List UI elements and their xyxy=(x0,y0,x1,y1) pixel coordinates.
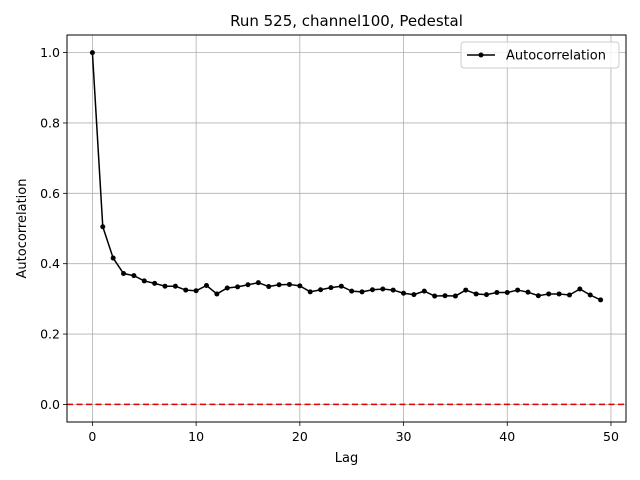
data-point xyxy=(141,278,147,284)
data-point xyxy=(100,224,106,230)
data-point xyxy=(452,293,458,299)
legend: Autocorrelation xyxy=(460,41,620,69)
data-point xyxy=(556,291,562,297)
data-point xyxy=(359,289,365,295)
data-point xyxy=(494,290,500,296)
data-point xyxy=(214,291,220,297)
data-point xyxy=(546,291,552,297)
grid-layer xyxy=(67,35,626,422)
data-point xyxy=(183,287,189,293)
data-point xyxy=(369,287,375,293)
data-point xyxy=(152,280,158,286)
data-point xyxy=(442,293,448,299)
data-point xyxy=(276,282,282,288)
data-point xyxy=(432,293,438,299)
data-point xyxy=(463,287,469,293)
data-point xyxy=(193,288,199,294)
data-point xyxy=(587,292,593,298)
x-tick-label: 40 xyxy=(499,429,515,444)
data-point xyxy=(401,290,407,296)
y-tick-label: 0.6 xyxy=(40,186,60,201)
data-point xyxy=(235,284,241,290)
data-point xyxy=(307,289,313,295)
legend-marker-swatch xyxy=(478,52,484,58)
data-point xyxy=(535,293,541,299)
data-point xyxy=(598,297,604,303)
data-point xyxy=(421,288,427,294)
data-point xyxy=(577,286,583,292)
y-tick-label: 1.0 xyxy=(40,45,60,60)
x-tick-label: 10 xyxy=(188,429,204,444)
data-point xyxy=(328,285,334,291)
chart-title: Run 525, channel100, Pedestal xyxy=(230,12,463,30)
data-point xyxy=(266,284,272,290)
data-point xyxy=(131,273,137,279)
data-point xyxy=(349,288,355,294)
data-point xyxy=(162,283,168,289)
x-tick-label: 0 xyxy=(88,429,96,444)
data-point xyxy=(286,281,292,287)
data-point xyxy=(515,287,521,293)
y-tick-label: 0.0 xyxy=(40,397,60,412)
y-tick-label: 0.2 xyxy=(40,327,60,342)
data-point xyxy=(110,255,116,261)
data-point xyxy=(566,292,572,298)
data-point xyxy=(318,287,324,293)
data-point xyxy=(121,271,127,277)
x-tick-label: 30 xyxy=(396,429,412,444)
data-point xyxy=(255,280,261,286)
data-point xyxy=(380,286,386,292)
data-point xyxy=(504,290,510,296)
tick-layer: 0 10 20 30 40 50 0.0 0.2 0.4 0.6 0.8 1.0 xyxy=(40,45,619,444)
y-tick-label: 0.8 xyxy=(40,115,60,130)
y-axis-label: Autocorrelation xyxy=(15,179,30,279)
data-point xyxy=(203,282,209,288)
y-tick-label: 0.4 xyxy=(40,256,60,271)
legend-box xyxy=(460,41,620,69)
data-point xyxy=(484,292,490,298)
data-point xyxy=(525,289,531,295)
data-point xyxy=(245,282,251,288)
data-point xyxy=(473,291,479,297)
data-point xyxy=(390,287,396,293)
x-tick-label: 50 xyxy=(603,429,619,444)
data-point xyxy=(297,283,303,289)
x-tick-label: 20 xyxy=(292,429,308,444)
x-axis-label: Lag xyxy=(335,451,358,466)
data-point xyxy=(89,50,95,56)
data-point xyxy=(224,285,230,291)
legend-entry-autocorrelation: Autocorrelation xyxy=(506,49,606,64)
data-point xyxy=(411,292,417,298)
plot-frame xyxy=(66,34,627,423)
series-layer xyxy=(89,50,604,303)
data-point xyxy=(172,283,178,289)
data-point xyxy=(338,283,344,289)
